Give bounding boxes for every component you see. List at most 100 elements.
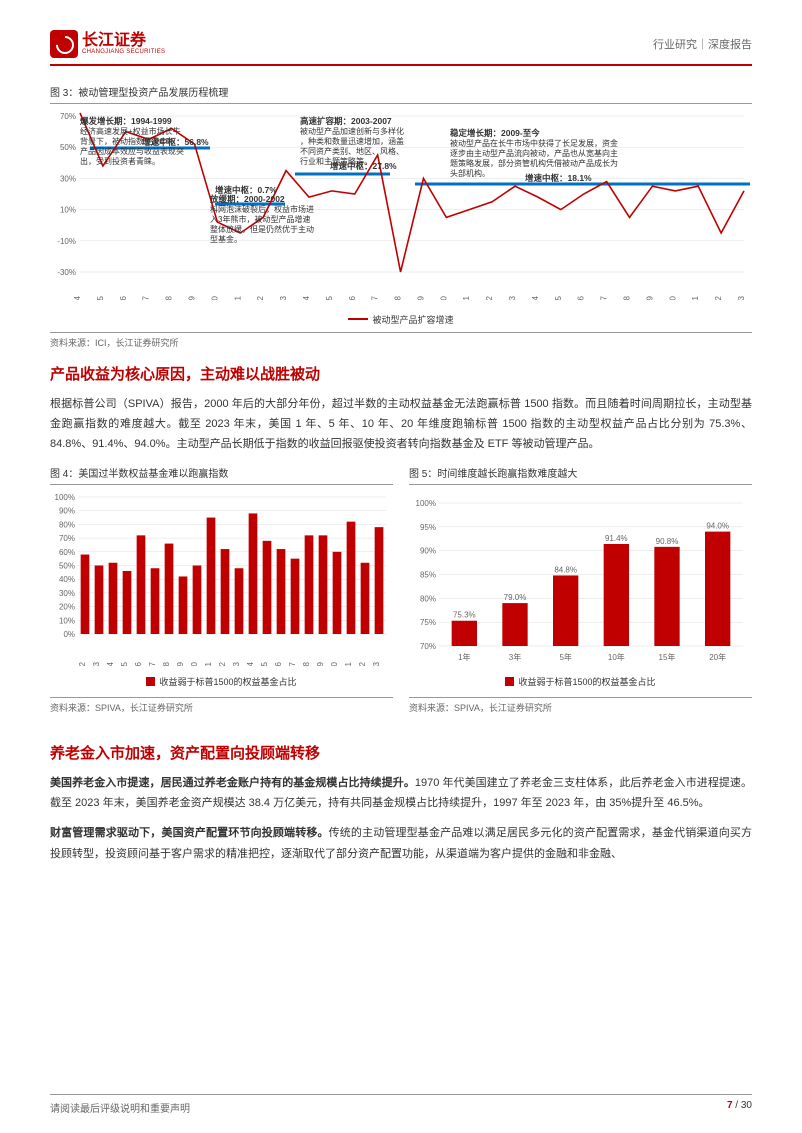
page-header: 长江证券 CHANGJIANG SECURITIES 行业研究｜深度报告 xyxy=(50,30,752,66)
svg-text:90%: 90% xyxy=(59,506,75,515)
svg-text:增速中枢：56.8%: 增速中枢：56.8% xyxy=(142,137,209,147)
svg-text:2004: 2004 xyxy=(106,661,115,666)
svg-text:1996: 1996 xyxy=(119,295,128,300)
svg-text:头部机构。: 头部机构。 xyxy=(450,168,490,178)
fig5-svg: 70%75%80%85%90%95%100%75.3%1年79.0%3年84.8… xyxy=(409,491,749,666)
svg-text:型基金。: 型基金。 xyxy=(210,234,242,244)
svg-text:1年: 1年 xyxy=(458,652,470,662)
fig3-source: 资料来源：ICI，长江证券研究所 xyxy=(50,336,752,349)
svg-text:2006: 2006 xyxy=(134,661,143,666)
svg-text:不同资产类别、地区、风格、: 不同资产类别、地区、风格、 xyxy=(300,146,404,156)
fig4-chart: 0%10%20%30%40%50%60%70%80%90%100%2002200… xyxy=(50,484,393,698)
svg-text:2009: 2009 xyxy=(176,661,185,666)
fig5-title: 图 5：时间维度越长跑赢指数难度越大 xyxy=(409,465,752,480)
svg-text:75.3%: 75.3% xyxy=(453,610,476,619)
svg-text:整体放缓，但是仍然优于主动: 整体放缓，但是仍然优于主动 xyxy=(210,224,314,234)
svg-text:5年: 5年 xyxy=(559,652,571,662)
svg-text:，种类和数量迅速增加，涵盖: ，种类和数量迅速增加，涵盖 xyxy=(300,136,404,146)
svg-text:100%: 100% xyxy=(55,493,75,502)
svg-text:2020: 2020 xyxy=(330,661,339,666)
svg-text:50%: 50% xyxy=(60,143,76,152)
svg-text:80%: 80% xyxy=(59,520,75,529)
svg-text:2022: 2022 xyxy=(358,661,367,666)
svg-text:2004: 2004 xyxy=(302,295,311,300)
svg-text:2013: 2013 xyxy=(508,295,517,300)
svg-text:90%: 90% xyxy=(420,546,436,555)
svg-text:2001: 2001 xyxy=(233,295,242,300)
svg-text:增速中枢：18.1%: 增速中枢：18.1% xyxy=(525,173,592,183)
logo-icon xyxy=(50,30,78,58)
svg-text:产品因成本效应与收益表现突: 产品因成本效应与收益表现突 xyxy=(80,146,184,156)
svg-text:94.0%: 94.0% xyxy=(706,521,729,530)
svg-text:爆发增长期：1994-1999: 爆发增长期：1994-1999 xyxy=(80,116,172,126)
footer-disclaimer: 请阅读最后评级说明和重要声明 xyxy=(50,1100,190,1115)
page-number: 7 / 30 xyxy=(727,1100,752,1115)
logo: 长江证券 CHANGJIANG SECURITIES xyxy=(50,30,165,58)
header-category: 行业研究｜深度报告 xyxy=(653,36,752,52)
section2-para2: 财富管理需求驱动下，美国资产配置环节向投顾端转移。传统的主动管理型基金产品难以满… xyxy=(50,823,752,864)
svg-text:1995: 1995 xyxy=(96,295,105,300)
svg-text:2000: 2000 xyxy=(210,295,219,300)
svg-text:2017: 2017 xyxy=(288,661,297,666)
svg-text:2018: 2018 xyxy=(623,295,632,300)
svg-text:10%: 10% xyxy=(59,616,75,625)
svg-text:1994: 1994 xyxy=(73,295,82,300)
svg-text:2008: 2008 xyxy=(162,661,171,666)
svg-text:15年: 15年 xyxy=(659,652,676,662)
fig3-title: 图 3：被动管理型投资产品发展历程梳理 xyxy=(50,84,752,99)
fig3-chart: -30%-10%10%30%50%70%19941995199619971998… xyxy=(50,103,752,333)
svg-text:2019: 2019 xyxy=(645,295,654,300)
svg-text:30%: 30% xyxy=(59,588,75,597)
svg-text:0%: 0% xyxy=(63,630,75,639)
section1-title: 产品收益为核心原因，主动难以战胜被动 xyxy=(50,363,752,384)
svg-text:1999: 1999 xyxy=(187,295,196,300)
svg-text:-30%: -30% xyxy=(57,268,76,277)
svg-text:被动型产品加速创新与多样化: 被动型产品加速创新与多样化 xyxy=(300,126,404,136)
logo-text-en: CHANGJIANG SECURITIES xyxy=(82,49,165,55)
svg-text:2012: 2012 xyxy=(218,661,227,666)
svg-text:2011: 2011 xyxy=(462,295,471,300)
svg-text:84.8%: 84.8% xyxy=(554,565,577,574)
svg-text:50%: 50% xyxy=(59,561,75,570)
svg-text:2020: 2020 xyxy=(668,295,677,300)
svg-text:10%: 10% xyxy=(60,206,76,215)
svg-text:题策略发展，部分资管机构凭借被动产品成长为: 题策略发展，部分资管机构凭借被动产品成长为 xyxy=(450,158,618,168)
svg-text:2003: 2003 xyxy=(279,295,288,300)
svg-text:被动型产品在长牛市场中获得了长足发展，资金: 被动型产品在长牛市场中获得了长足发展，资金 xyxy=(450,138,618,148)
svg-text:2016: 2016 xyxy=(577,295,586,300)
svg-text:60%: 60% xyxy=(59,547,75,556)
fig5-chart: 70%75%80%85%90%95%100%75.3%1年79.0%3年84.8… xyxy=(409,484,752,698)
svg-text:科网泡沫破裂后，权益市场进: 科网泡沫破裂后，权益市场进 xyxy=(210,204,314,214)
svg-text:2012: 2012 xyxy=(485,295,494,300)
svg-text:2005: 2005 xyxy=(120,661,129,666)
fig3-svg: -30%-10%10%30%50%70%19941995199619971998… xyxy=(50,110,750,300)
svg-text:20%: 20% xyxy=(59,602,75,611)
svg-text:40%: 40% xyxy=(59,575,75,584)
svg-text:2010: 2010 xyxy=(190,661,199,666)
svg-text:稳定增长期：2009-至今: 稳定增长期：2009-至今 xyxy=(450,128,540,138)
svg-text:70%: 70% xyxy=(420,642,436,651)
svg-text:-10%: -10% xyxy=(57,237,76,246)
svg-text:2023: 2023 xyxy=(372,661,381,666)
svg-text:出，受到投资者青睐。: 出，受到投资者青睐。 xyxy=(80,156,160,166)
svg-text:2018: 2018 xyxy=(302,661,311,666)
fig5-source: 资料来源：SPIVA，长江证券研究所 xyxy=(409,701,752,714)
fig4-title: 图 4：美国过半数权益基金难以跑赢指数 xyxy=(50,465,393,480)
section2-title: 养老金入市加速，资产配置向投顾端转移 xyxy=(50,742,752,763)
svg-text:3年: 3年 xyxy=(509,652,521,662)
fig4-legend: 收益弱于标普1500的权益基金占比 xyxy=(146,675,296,688)
svg-text:70%: 70% xyxy=(60,112,76,121)
svg-text:2017: 2017 xyxy=(600,295,609,300)
svg-text:2022: 2022 xyxy=(714,295,723,300)
page-footer: 请阅读最后评级说明和重要声明 7 / 30 xyxy=(50,1094,752,1115)
svg-text:2008: 2008 xyxy=(394,295,403,300)
svg-text:2011: 2011 xyxy=(204,661,213,666)
svg-text:85%: 85% xyxy=(420,570,436,579)
logo-text-cn: 长江证券 xyxy=(82,33,165,49)
svg-text:1998: 1998 xyxy=(165,295,174,300)
svg-text:2023: 2023 xyxy=(737,295,746,300)
svg-text:100%: 100% xyxy=(416,499,436,508)
svg-text:经济高速发展+权益市场长牛: 经济高速发展+权益市场长牛 xyxy=(80,126,181,136)
svg-text:90.8%: 90.8% xyxy=(656,536,679,545)
svg-text:2006: 2006 xyxy=(348,295,357,300)
